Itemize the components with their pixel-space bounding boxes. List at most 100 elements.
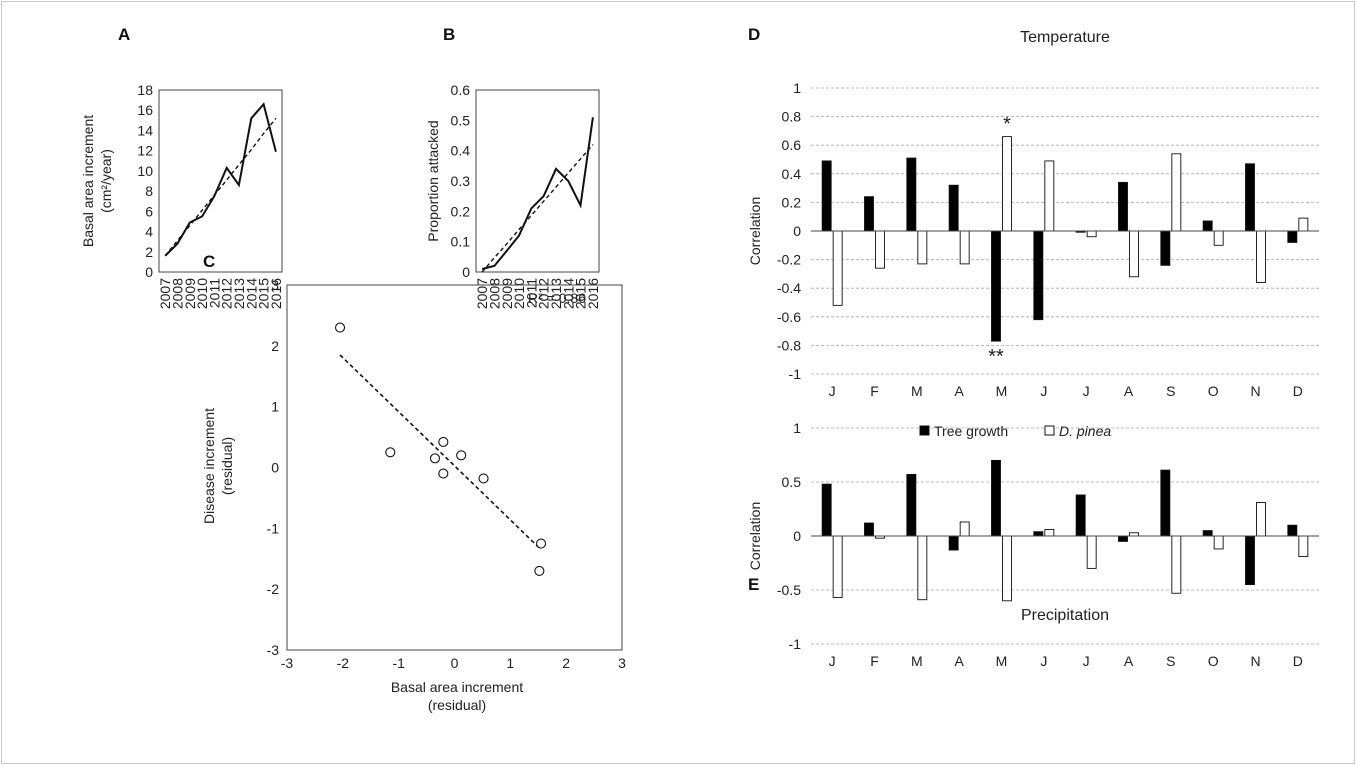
data-point [456,450,467,461]
bar-d-pinea [1213,535,1224,550]
bar-d-pinea [832,230,843,306]
legend-label-d-pinea: D. pinea [1059,423,1111,439]
y-tick-label: 0.8 [782,109,802,125]
bar-d-pinea [1086,535,1097,569]
bar-tree-growth [1160,469,1171,537]
panel-letter: A [118,25,130,44]
y-tick-label: 0 [793,528,801,544]
bar-tree-growth [821,160,832,232]
legend-swatch-d-pinea [1044,425,1055,436]
x-tick-label: D [1293,383,1303,399]
y-tick-label: -2 [267,581,280,597]
bar-tree-growth [1245,163,1255,232]
panel-letter: E [748,575,759,594]
y-tick-label: 1 [271,399,279,415]
y-tick-label: 2 [145,244,153,260]
y-tick-label: 3 [271,277,279,293]
bar-tree-growth [991,230,1001,342]
x-tick-label: -3 [281,655,294,671]
y-tick-label: 1 [793,420,801,436]
y-tick-label: -1 [789,366,802,382]
y-tick-label: -0.5 [777,582,801,598]
x-tick-label: M [911,653,923,669]
x-tick-label: S [1166,653,1175,669]
y-tick-label: -0.8 [777,337,801,353]
bar-chart-panel-E: 1 0.5 0 -0.5 -1 J F M A M J J A S O N D Precipitation Corr… [747,420,1319,669]
x-tick-label: 2009 [499,278,515,309]
y-axis-label-unit: (residual) [219,437,235,495]
bar-d-pinea [917,535,928,601]
bar-d-pinea [1002,136,1012,232]
y-tick-label: 0.5 [782,474,802,490]
plot-area [158,89,283,273]
bar-d-pinea [1171,535,1182,594]
y-tick-label: 0.2 [782,194,802,210]
bar-tree-growth [1202,220,1213,232]
data-point [438,468,449,479]
bar-d-pinea [1044,160,1055,232]
y-axis-label: Correlation [747,197,763,265]
x-tick-label: M [911,383,923,399]
x-tick-label: 0 [451,655,459,671]
y-tick-label: 0.4 [451,143,471,159]
x-tick-label: 2013 [548,278,564,309]
x-tick-label: -1 [392,655,405,671]
trend-line [481,144,594,273]
bar-tree-growth [906,157,917,232]
y-tick-label: 0.6 [451,82,471,98]
y-tick-label: 12 [137,143,153,159]
bar-d-pinea [1171,153,1182,232]
y-tick-label: 18 [137,82,153,98]
x-tick-label: O [1208,383,1219,399]
chart-title: Temperature [1020,29,1110,46]
y-axis-label: Basal area increment [80,115,96,247]
x-tick-label: O [1208,653,1219,669]
bar-tree-growth [906,473,917,537]
y-tick-label: 16 [137,102,153,118]
x-tick-label: A [1124,383,1134,399]
y-axis-label: Correlation [747,502,763,570]
significance-mark: ** [988,346,1004,368]
y-tick-label: -3 [267,642,280,658]
chart-title: Precipitation [1021,607,1109,624]
x-tick-label: 2010 [194,278,210,309]
bar-tree-growth [1118,535,1128,542]
x-tick-label: 2007 [157,278,173,309]
bar-d-pinea [832,535,843,599]
x-tick-label: 2010 [511,278,527,309]
bar-tree-growth [864,522,874,537]
bar-tree-growth [1287,524,1298,537]
y-tick-label: 10 [137,163,153,179]
y-axis-label: Proportion attacked [425,120,441,241]
y-tick-label: -1 [789,636,802,652]
plot-area [286,284,623,651]
x-tick-label: J [1083,383,1090,399]
x-tick-label: A [954,383,964,399]
y-tick-label: -1 [267,520,280,536]
y-tick-label: 0 [793,223,801,239]
x-tick-label: 3 [618,655,626,671]
x-tick-label: 2012 [536,278,552,309]
bar-d-pinea [1129,230,1139,278]
bar-tree-growth [1245,535,1255,586]
data-line [481,117,594,270]
y-tick-label: 1 [793,80,801,96]
x-tick-label: 2 [562,655,570,671]
x-tick-label: 2013 [231,278,247,309]
x-tick-label: J [829,383,836,399]
y-tick-label: 4 [145,224,153,240]
x-tick-label: J [1083,653,1090,669]
y-tick-label: 6 [145,203,153,219]
bar-d-pinea [1298,535,1309,557]
r-squared-annotation: R² = 0.86 [528,290,586,306]
bar-d-pinea [1256,502,1266,537]
data-point [534,565,545,576]
y-tick-label: 0.6 [782,137,802,153]
y-tick-label: -0.6 [777,309,801,325]
x-tick-label: 2016 [585,278,601,309]
bar-chart-panel-D: 1 0.8 0.6 0.4 0.2 0 -0.2 -0.4 -0.6 -0.8 -1 J F M A M J J A… [747,29,1319,399]
y-tick-label: 14 [137,122,153,138]
bar-tree-growth [1075,494,1086,537]
plot-area [475,89,600,273]
